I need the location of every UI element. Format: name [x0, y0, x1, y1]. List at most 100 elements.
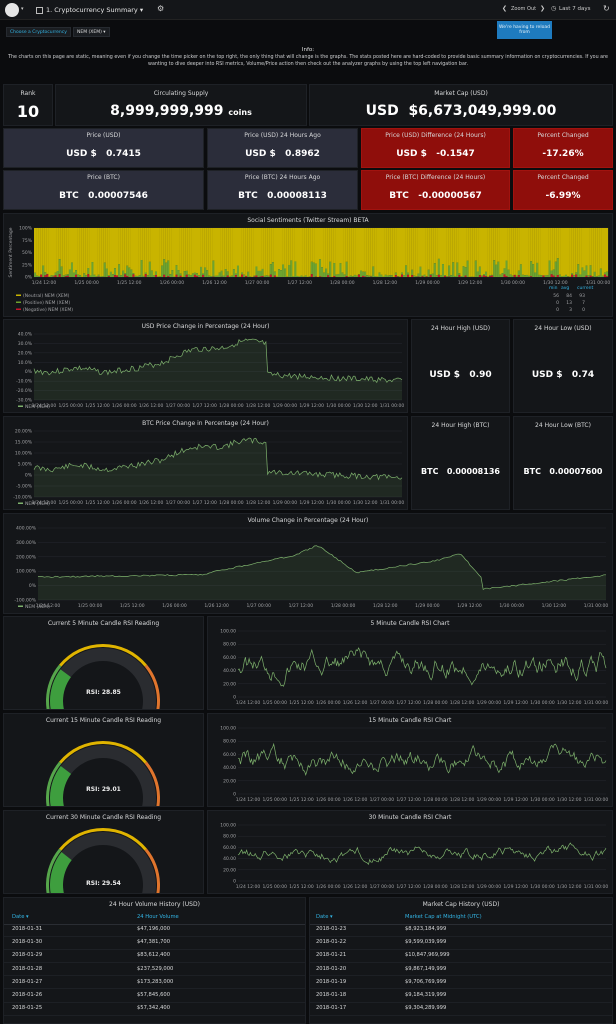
- rsi-5m-gauge-threshold-mid: [59, 644, 147, 667]
- volume-change-legend-swatch: [18, 605, 23, 607]
- sentiment-bar-positive: [261, 268, 264, 277]
- rsi-5m-chart-title: 5 Minute Candle RSI Chart: [370, 620, 450, 627]
- sentiment-bar-neutral: [62, 228, 65, 276]
- sentiment-bar-positive: [464, 267, 467, 276]
- sentiment-bar-positive: [263, 275, 266, 277]
- logo-caret-icon[interactable]: ▾: [21, 6, 24, 12]
- sentiment-bar-neutral: [128, 228, 131, 268]
- sentiment-bar-neutral: [308, 228, 311, 277]
- volume-change-ytick: 100.00%: [16, 569, 37, 575]
- sentiment-bar-neutral: [277, 228, 281, 270]
- time-range-picker[interactable]: Last 7 days: [559, 6, 591, 12]
- rsi-5m-chart-xtick: 1/25 12:00: [289, 700, 314, 706]
- usd-change-legend-label: NEM (XEM): [25, 404, 50, 410]
- table-row: 2018-01-17 $9,304,289,999: [310, 1003, 612, 1016]
- sentiment-bar-positive: [56, 270, 59, 277]
- rsi-30m-gauge-threshold-mid: [59, 828, 147, 851]
- rsi-15m-chart-xtick: 1/26 00:00: [316, 797, 341, 803]
- sentiment-bar-neutral: [267, 228, 270, 276]
- marketcap-column-header[interactable]: Market Cap at Midnight (UTC): [405, 914, 482, 920]
- sentiment-bar-positive: [122, 270, 125, 277]
- sentiment-bar-neutral: [550, 228, 553, 271]
- sentiment-bar-positive: [128, 267, 131, 277]
- date-column-header[interactable]: Date ▾: [12, 914, 29, 920]
- sentiment-bar-neutral: [52, 228, 55, 276]
- sentiment-legend-value: 7: [582, 300, 585, 306]
- sentiment-bar-positive: [169, 274, 172, 277]
- sentiment-bar-neutral: [259, 228, 262, 271]
- sentiment-bar-positive: [454, 275, 457, 277]
- sentiment-bar-positive: [329, 261, 332, 277]
- sentiment-bar-negative: [144, 274, 147, 277]
- gear-icon[interactable]: ⚙: [157, 4, 165, 13]
- time-forward-icon[interactable]: ❯: [540, 5, 546, 12]
- btc-change-xtick: 1/31 00:00: [380, 500, 405, 506]
- sentiment-bar-neutral: [431, 228, 434, 274]
- sentiment-bar-positive: [548, 260, 551, 277]
- sentiment-bar-neutral: [458, 228, 461, 274]
- sentiment-bar-positive: [366, 275, 369, 277]
- sentiment-bar-positive: [351, 276, 354, 277]
- refresh-icon[interactable]: ↻: [603, 4, 610, 13]
- rsi-30m-chart-xtick: 1/25 12:00: [289, 884, 314, 890]
- sentiment-xtick: 1/28 00:00: [330, 280, 355, 286]
- usd-change-xtick: 1/25 12:00: [85, 403, 110, 409]
- volume-column-header[interactable]: 24 Hour Volume: [137, 914, 179, 920]
- info-text: The charts on this page are static, mean…: [8, 55, 608, 67]
- sentiment-bar-positive: [200, 266, 203, 277]
- sentiment-bar-neutral: [519, 228, 522, 265]
- sentiment-bar-neutral: [103, 228, 106, 263]
- sentiment-bar-positive: [77, 274, 80, 277]
- sentiment-bar-neutral: [97, 228, 100, 275]
- sentiment-bar-neutral: [124, 228, 127, 274]
- sentiment-bar-negative: [605, 276, 609, 277]
- rsi-5m-chart-xtick: 1/29 00:00: [477, 700, 502, 706]
- table-row: 2018-01-21 $10,847,969,999: [310, 950, 612, 963]
- sentiment-bar-positive: [589, 265, 592, 276]
- usd-change-chart: 40.0% 30.0% 20.0% 10.0% 0% -10.0% -20.0% -30.0%…: [16, 332, 404, 411]
- sentiment-bar-positive: [234, 273, 238, 276]
- sentiment-bar-neutral: [526, 228, 529, 275]
- dashboard-picker[interactable]: 1. Cryptocurrency Summary ▾: [36, 5, 143, 16]
- sentiment-bar-neutral: [187, 228, 190, 275]
- sentiment-bar-neutral: [206, 228, 209, 271]
- date-column-header[interactable]: Date ▾: [316, 914, 333, 920]
- sentiment-bar-neutral: [362, 228, 365, 272]
- sentiment-bar-neutral: [136, 228, 139, 276]
- sentiment-bar-neutral: [593, 228, 596, 272]
- zoom-out-button[interactable]: Zoom Out: [511, 6, 537, 12]
- clock-icon: ◷: [551, 5, 557, 12]
- sentiment-bar-neutral: [234, 228, 238, 274]
- grafana-logo-icon[interactable]: [5, 3, 19, 17]
- top-navbar: ▾ 1. Cryptocurrency Summary ▾ ⚙ ❮ Zoom O…: [0, 0, 616, 20]
- sentiment-bar-neutral: [579, 228, 582, 275]
- sentiment-bar-neutral: [198, 228, 201, 276]
- sentiment-bar-negative: [179, 275, 182, 277]
- crypto-select[interactable]: NEM (XEM) ▾: [73, 27, 110, 37]
- rsi-5m-chart-xtick: 1/30 00:00: [530, 700, 555, 706]
- volume-change-xtick: 1/26 12:00: [204, 603, 229, 609]
- rsi-15m-gauge-value-arc: [50, 766, 72, 806]
- usd-change-ytick: -20.0%: [16, 388, 33, 394]
- sentiment-bar-neutral: [247, 228, 250, 272]
- price-btc-24h-value: BTC 0.00008113: [238, 191, 327, 201]
- sentiment-bar-positive: [556, 258, 559, 276]
- time-back-icon[interactable]: ❮: [502, 5, 508, 12]
- marketcap-cell: $9,867,149,999: [405, 965, 447, 972]
- sentiment-bar-positive: [101, 276, 104, 277]
- sentiment-bar-positive: [161, 265, 164, 277]
- rsi-5m-chart-ytick: 20.00: [223, 681, 236, 687]
- sentiment-bar-negative: [202, 274, 205, 277]
- sentiment-bar-positive: [364, 271, 367, 277]
- sentiment-bar-neutral: [390, 228, 393, 276]
- rsi-15m-chart-xtick: 1/31 00:00: [584, 797, 609, 803]
- sentiment-bar-negative: [66, 275, 69, 277]
- sentiment-bar-negative: [333, 276, 336, 277]
- rsi-15m-chart-ytick: 60.00: [223, 752, 236, 758]
- sentiment-bar-negative: [478, 275, 481, 277]
- sentiment-bar-negative: [234, 275, 238, 277]
- sentiment-bar-positive: [159, 276, 162, 277]
- sentiment-bar-negative: [411, 275, 414, 277]
